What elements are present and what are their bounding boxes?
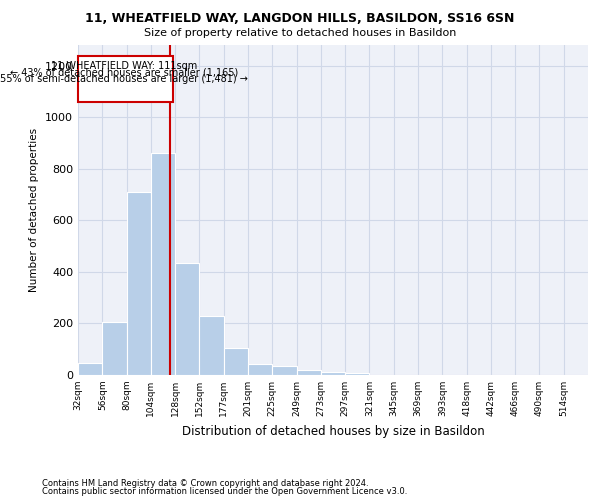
Bar bbox=[151, 152, 175, 375]
Text: 11, WHEATFIELD WAY, LANGDON HILLS, BASILDON, SS16 6SN: 11, WHEATFIELD WAY, LANGDON HILLS, BASIL… bbox=[85, 12, 515, 26]
Bar bbox=[345, 373, 370, 375]
Bar bbox=[175, 263, 199, 375]
Bar bbox=[272, 366, 296, 375]
Text: Contains public sector information licensed under the Open Government Licence v3: Contains public sector information licen… bbox=[42, 487, 407, 496]
Bar bbox=[296, 370, 321, 375]
Bar bbox=[127, 192, 151, 375]
Text: ← 43% of detached houses are smaller (1,165): ← 43% of detached houses are smaller (1,… bbox=[10, 68, 238, 78]
Bar bbox=[199, 316, 224, 375]
Y-axis label: Number of detached properties: Number of detached properties bbox=[29, 128, 40, 292]
Bar bbox=[78, 364, 102, 375]
Bar bbox=[102, 322, 127, 375]
Bar bbox=[224, 348, 248, 375]
Bar bbox=[321, 372, 345, 375]
Bar bbox=[248, 364, 272, 375]
Text: 11 WHEATFIELD WAY: 111sqm: 11 WHEATFIELD WAY: 111sqm bbox=[51, 61, 197, 71]
Text: Contains HM Land Registry data © Crown copyright and database right 2024.: Contains HM Land Registry data © Crown c… bbox=[42, 478, 368, 488]
Text: Size of property relative to detached houses in Basildon: Size of property relative to detached ho… bbox=[144, 28, 456, 38]
Text: 55% of semi-detached houses are larger (1,481) →: 55% of semi-detached houses are larger (… bbox=[0, 74, 248, 84]
FancyBboxPatch shape bbox=[78, 56, 173, 102]
X-axis label: Distribution of detached houses by size in Basildon: Distribution of detached houses by size … bbox=[182, 424, 484, 438]
